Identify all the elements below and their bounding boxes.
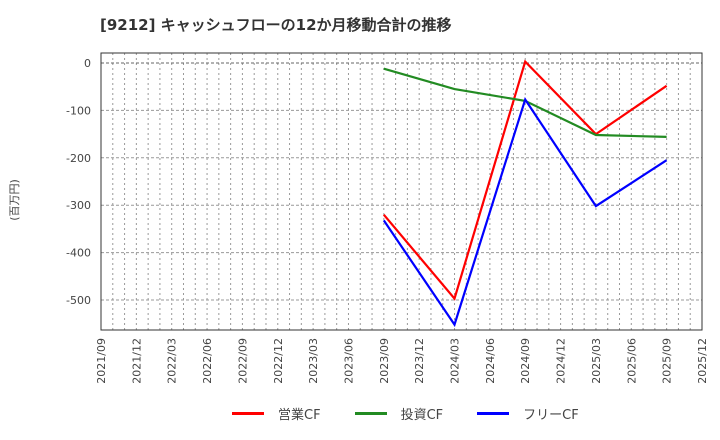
series-line bbox=[382, 96, 668, 328]
x-tick-label: 2022/06 bbox=[201, 338, 214, 384]
x-tick-label: 2023/06 bbox=[342, 338, 355, 384]
x-tick-label: 2024/03 bbox=[449, 338, 462, 384]
legend: 営業CF 投資CF フリーCF bbox=[232, 404, 613, 423]
y-tick-label: -200 bbox=[66, 152, 91, 165]
legend-label: フリーCF bbox=[523, 408, 579, 423]
legend-swatch-red bbox=[232, 412, 264, 415]
legend-item-operating-cf[interactable]: 営業CF bbox=[232, 404, 321, 423]
legend-label: 投資CF bbox=[400, 408, 444, 423]
x-tick-label: 2021/12 bbox=[130, 338, 143, 384]
legend-swatch-green bbox=[354, 412, 387, 415]
x-tick-label: 2022/03 bbox=[166, 338, 179, 384]
grid-lines bbox=[100, 53, 703, 330]
y-tick-label: 0 bbox=[84, 57, 91, 70]
legend-swatch-blue bbox=[477, 412, 510, 415]
legend-item-free-cf[interactable]: フリーCF bbox=[477, 404, 579, 423]
x-tick-label: 2023/09 bbox=[378, 338, 391, 384]
y-tick-label: -400 bbox=[66, 247, 91, 260]
x-tick-label: 2025/09 bbox=[661, 338, 674, 384]
x-axis: 2021/09 2021/12 2022/03 2022/06 2022/09 2022/… bbox=[95, 338, 709, 384]
legend-label: 営業CF bbox=[278, 408, 321, 423]
x-tick-label: 2022/12 bbox=[272, 338, 285, 384]
x-tick-label: 2022/09 bbox=[236, 338, 249, 384]
x-tick-label: 2024/12 bbox=[555, 338, 568, 384]
x-tick-label: 2025/12 bbox=[696, 338, 709, 384]
x-tick-label: 2025/03 bbox=[590, 338, 603, 384]
chart-title: [9212] キャッシュフローの12か月移動合計の推移 bbox=[100, 16, 452, 34]
x-tick-label: 2024/09 bbox=[519, 338, 532, 384]
y-tick-label: -100 bbox=[66, 104, 91, 117]
series-line bbox=[382, 59, 668, 301]
plot-frame bbox=[100, 52, 703, 331]
x-tick-label: 2025/06 bbox=[625, 338, 638, 384]
y-axis-label: (百万円) bbox=[8, 179, 21, 221]
x-tick-label: 2023/12 bbox=[413, 338, 426, 384]
x-tick-label: 2023/03 bbox=[307, 338, 320, 384]
legend-item-investing-cf[interactable]: 投資CF bbox=[354, 404, 444, 423]
x-tick-label: 2021/09 bbox=[95, 338, 108, 384]
y-tick-label: -500 bbox=[66, 294, 91, 307]
y-axis: 0 -100 -200 -300 -400 -500 bbox=[66, 57, 91, 307]
y-tick-label: -300 bbox=[66, 199, 91, 212]
data-series bbox=[382, 59, 668, 328]
x-tick-label: 2024/06 bbox=[484, 338, 497, 384]
